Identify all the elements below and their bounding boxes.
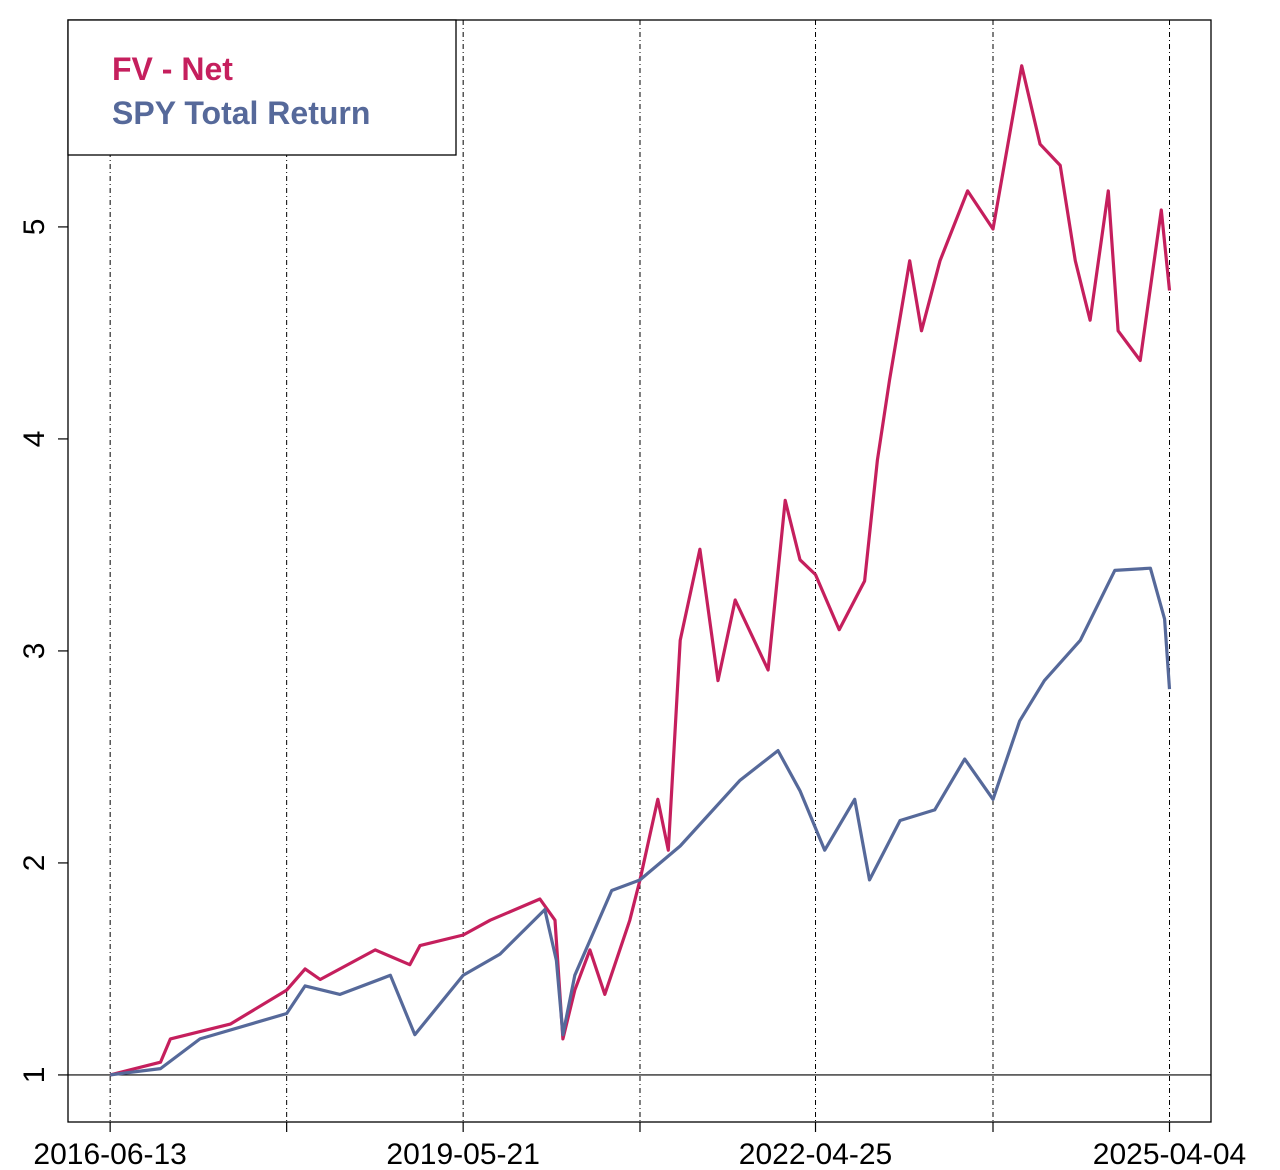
y-tick-label: 2 xyxy=(18,855,51,872)
grid-lines xyxy=(109,20,1171,1122)
x-axis: 2016-06-13 2019-05-21 2022-04-25 2025-04-04 xyxy=(33,1122,1246,1170)
y-tick-label: 4 xyxy=(18,431,51,448)
series-line-1 xyxy=(110,566,1172,1077)
legend-box xyxy=(67,19,457,156)
x-tick-label: 2025-04-04 xyxy=(1093,1138,1246,1170)
legend: FV - Net SPY Total Return xyxy=(67,19,457,156)
x-tick-label: 2019-05-21 xyxy=(386,1138,539,1170)
y-tick-label: 5 xyxy=(18,219,51,236)
series-line-0 xyxy=(109,64,1172,1077)
legend-entry-spy-total-return: SPY Total Return xyxy=(112,95,370,131)
x-tick-label: 2022-04-25 xyxy=(739,1138,892,1170)
y-axis: 1 2 3 4 5 xyxy=(18,219,68,1084)
x-tick-label: 2016-06-13 xyxy=(33,1138,186,1170)
y-tick-label: 3 xyxy=(18,643,51,660)
legend-entry-fv-net: FV - Net xyxy=(112,51,233,87)
y-tick-label: 1 xyxy=(18,1067,51,1084)
series-lines xyxy=(109,64,1172,1077)
